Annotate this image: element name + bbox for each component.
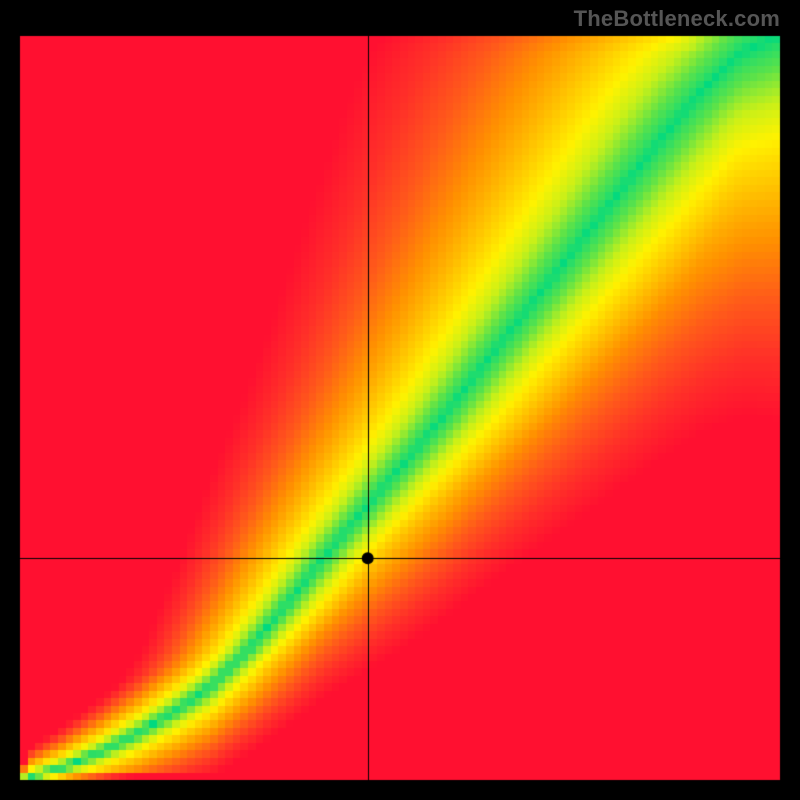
chart-container: TheBottleneck.com [0, 0, 800, 800]
bottleneck-heatmap [0, 0, 800, 800]
attribution-watermark: TheBottleneck.com [574, 6, 780, 32]
